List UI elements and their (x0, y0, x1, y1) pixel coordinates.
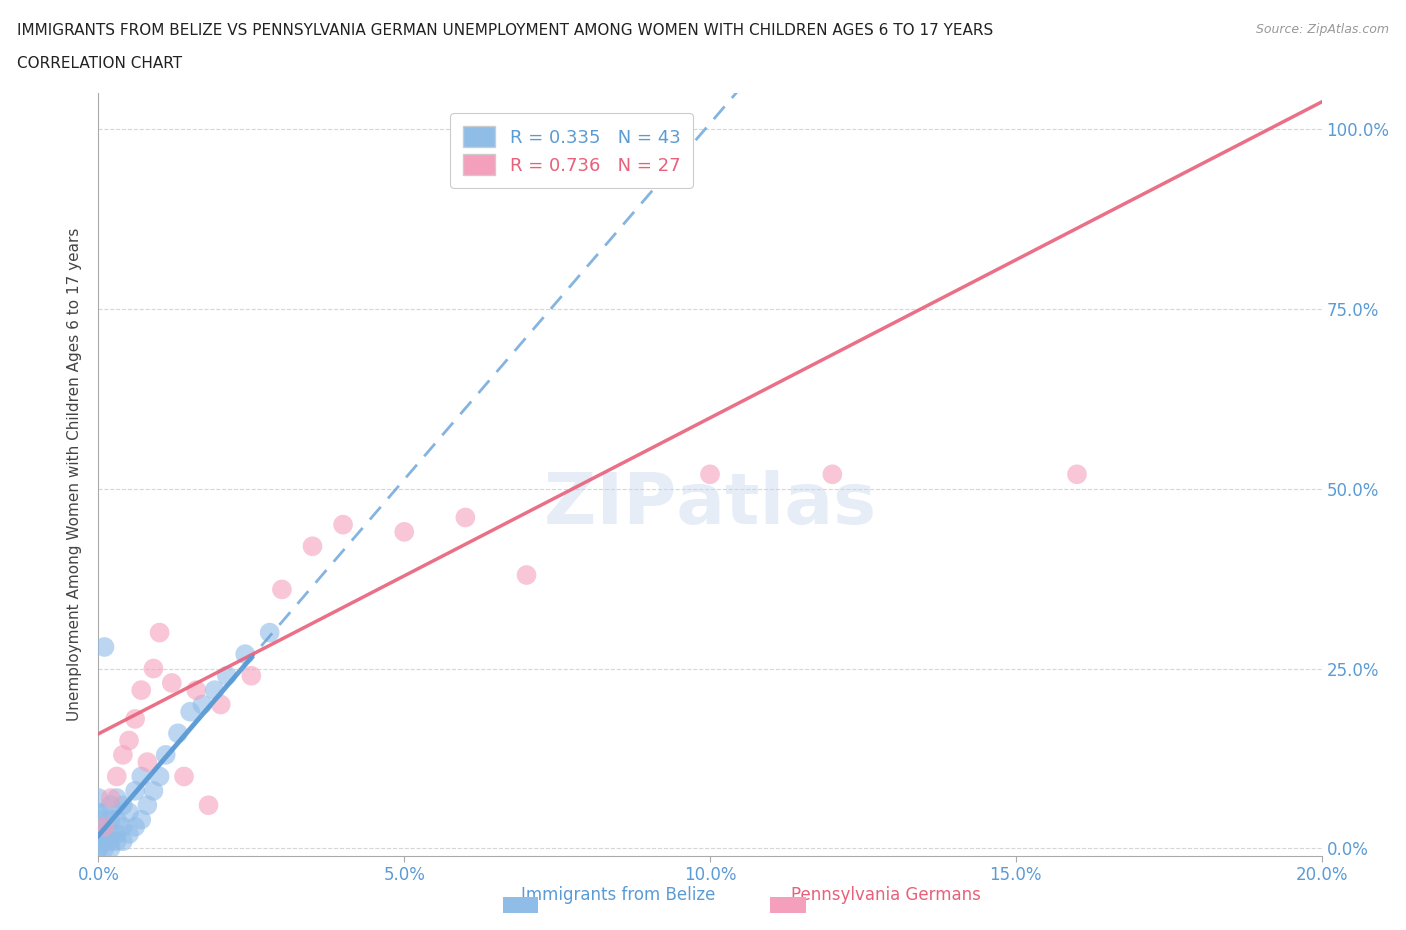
Legend: R = 0.335   N = 43, R = 0.736   N = 27: R = 0.335 N = 43, R = 0.736 N = 27 (450, 113, 693, 188)
Point (155, 748, 177, 763)
Point (454, 510, 477, 525)
Point (124, 783, 146, 798)
Point (129, 769, 152, 784)
Point (87, 805, 110, 820)
Point (118, 805, 141, 820)
Point (93, 819, 115, 834)
Point (149, 625, 172, 640)
Point (93, 841, 115, 856)
Point (124, 819, 146, 834)
Point (233, 646, 256, 661)
Point (105, 812, 128, 827)
Point (105, 827, 128, 842)
Point (100, 827, 122, 842)
Point (93, 827, 115, 842)
Point (100, 841, 122, 856)
Point (87, 812, 110, 827)
Text: ZIP​atlas: ZIP​atlas (544, 471, 876, 539)
Point (87, 827, 110, 842)
Point (87, 841, 110, 856)
Point (179, 704, 201, 719)
Point (93, 819, 115, 834)
Text: Immigrants from Belize: Immigrants from Belize (522, 886, 716, 904)
Point (87, 841, 110, 856)
Point (87, 819, 110, 834)
Point (332, 517, 354, 532)
Text: Pennsylvania Germans: Pennsylvania Germans (790, 886, 981, 904)
Y-axis label: Unemployment Among Women with Children Ages 6 to 17 years: Unemployment Among Women with Children A… (67, 228, 83, 721)
Point (136, 754, 159, 769)
Point (100, 790, 122, 805)
Text: CORRELATION CHART: CORRELATION CHART (17, 56, 181, 71)
Point (1066, 467, 1088, 482)
Point (118, 733, 141, 748)
Text: IMMIGRANTS FROM BELIZE VS PENNSYLVANIA GERMAN UNEMPLOYMENT AMONG WOMEN WITH CHIL: IMMIGRANTS FROM BELIZE VS PENNSYLVANIA G… (17, 23, 993, 38)
Point (576, 122, 599, 137)
Point (105, 790, 128, 805)
Point (149, 769, 172, 784)
Point (186, 683, 208, 698)
Point (111, 798, 134, 813)
Point (270, 582, 292, 597)
Point (516, 567, 538, 582)
Point (160, 675, 183, 690)
Point (301, 538, 323, 553)
Point (118, 827, 141, 842)
Point (204, 683, 226, 698)
Point (87, 790, 110, 805)
Point (167, 725, 190, 740)
Point (637, 122, 661, 137)
Point (100, 834, 122, 849)
Text: Source: ZipAtlas.com: Source: ZipAtlas.com (1256, 23, 1389, 36)
Point (240, 669, 263, 684)
Point (105, 834, 128, 849)
Point (173, 769, 195, 784)
Point (111, 819, 134, 834)
Point (129, 683, 152, 698)
Point (105, 769, 128, 784)
Point (197, 798, 219, 813)
Point (93, 805, 115, 820)
Point (191, 698, 214, 712)
Point (821, 467, 844, 482)
Point (124, 711, 146, 726)
Point (111, 748, 134, 763)
Point (699, 467, 721, 482)
Point (392, 525, 416, 539)
Point (259, 625, 281, 640)
Point (93, 834, 115, 849)
Point (209, 698, 232, 712)
Point (100, 812, 122, 827)
Point (142, 661, 165, 676)
Point (87, 834, 110, 849)
Point (111, 834, 134, 849)
Point (93, 640, 115, 655)
Point (136, 798, 159, 813)
Point (100, 798, 122, 813)
Point (129, 812, 152, 827)
Point (215, 669, 238, 684)
Point (142, 783, 165, 798)
